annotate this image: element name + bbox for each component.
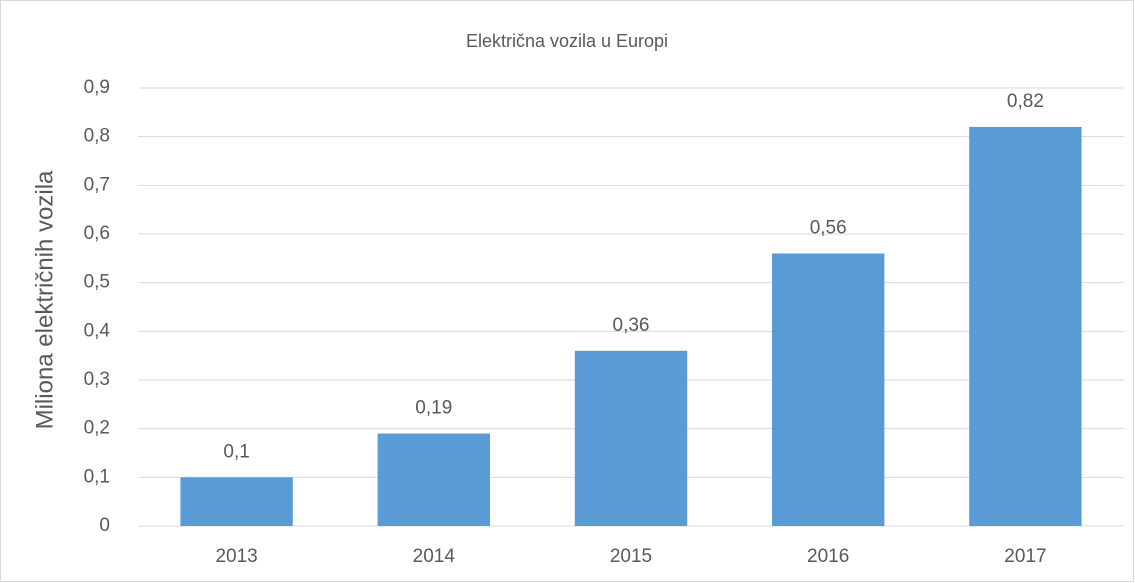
x-tick-label: 2017 [1004, 546, 1046, 567]
bar [377, 433, 491, 526]
y-axis-label: Miliona električnih vozila [31, 170, 58, 429]
y-tick-label: 0,5 [84, 272, 110, 293]
data-label: 0,1 [223, 441, 249, 462]
x-tick-label: 2016 [807, 546, 849, 567]
x-tick-label: 2015 [610, 546, 652, 567]
y-tick-label: 0,2 [84, 418, 110, 439]
bar [771, 253, 885, 526]
y-tick-label: 0,9 [84, 77, 110, 98]
data-label: 0,36 [613, 315, 650, 336]
data-label: 0,82 [1007, 91, 1044, 112]
data-label: 0,56 [810, 217, 847, 238]
y-tick-label: 0 [99, 515, 110, 536]
data-label: 0,19 [415, 398, 452, 419]
y-tick-label: 0,1 [84, 466, 110, 487]
chart-title: Električna vozila u Europi [466, 31, 668, 51]
y-tick-label: 0,4 [84, 320, 111, 341]
y-tick-label: 0,6 [84, 223, 110, 244]
y-tick-label: 0,8 [84, 126, 110, 147]
x-tick-label: 2013 [215, 546, 257, 567]
x-tick-label: 2014 [413, 546, 456, 567]
bar [180, 477, 293, 526]
y-tick-label: 0,7 [84, 174, 110, 195]
y-tick-label: 0,3 [84, 369, 110, 390]
bar [574, 350, 688, 526]
bar [969, 126, 1082, 526]
